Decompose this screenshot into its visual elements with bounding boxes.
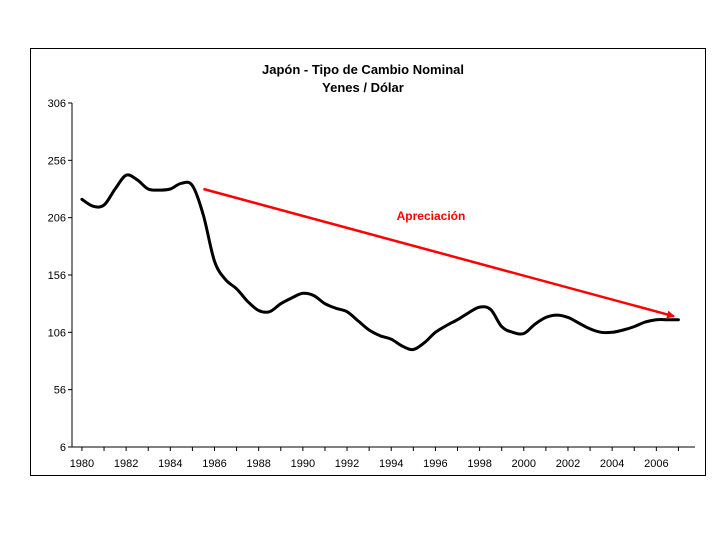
data-point [126, 175, 127, 176]
chart-svg: Japón - Tipo de Cambio Nominal Yenes / D… [48, 62, 695, 470]
data-point [468, 312, 469, 313]
y-tick-label: 306 [48, 98, 66, 110]
annotation-group: Apreciación [203, 187, 675, 319]
data-point [413, 349, 414, 350]
data-point [291, 297, 292, 298]
data-point [347, 311, 348, 312]
x-tick-label: 1980 [70, 458, 94, 470]
y-tick-label: 156 [48, 270, 66, 282]
data-point [225, 279, 226, 280]
appreciation-label: Apreciación [397, 209, 466, 223]
data-point [181, 183, 182, 184]
x-tick-label: 2000 [512, 458, 536, 470]
data-point [380, 335, 381, 336]
x-tick-label: 1998 [467, 458, 491, 470]
data-point [402, 346, 403, 347]
data-point [590, 328, 591, 329]
x-tick-label: 1982 [114, 458, 138, 470]
series-group [80, 173, 680, 352]
data-point [93, 206, 94, 207]
data-point [192, 185, 193, 186]
data-point [435, 332, 436, 333]
y-tick-label: 6 [60, 442, 66, 454]
data-point [612, 332, 613, 333]
appreciation-arrow [203, 187, 675, 319]
data-point [579, 323, 580, 324]
data-point [280, 303, 281, 304]
data-point [137, 179, 138, 180]
data-point [479, 307, 480, 308]
data-point [623, 330, 624, 331]
data-point [490, 309, 491, 310]
data-point [601, 332, 602, 333]
data-point [148, 189, 149, 190]
data-point [457, 319, 458, 320]
data-point [512, 332, 513, 333]
y-axis: 6 56 106 156 206 256 306 [48, 98, 73, 454]
data-point [236, 288, 237, 289]
x-tick-label: 2006 [644, 458, 668, 470]
chart-subtitle: Yenes / Dólar [322, 80, 404, 95]
x-tick-label: 1994 [379, 458, 403, 470]
data-point [115, 189, 116, 190]
y-tick-label: 106 [48, 327, 66, 339]
y-tick-label: 206 [48, 213, 66, 225]
data-point [313, 295, 314, 296]
data-point [203, 215, 204, 216]
data-point [302, 293, 303, 294]
data-point [336, 308, 337, 309]
data-point [391, 339, 392, 340]
chart-frame: Japón - Tipo de Cambio Nominal Yenes / D… [30, 48, 706, 476]
data-point [534, 324, 535, 325]
y-tick-label: 256 [48, 155, 66, 167]
x-tick-label: 2002 [556, 458, 580, 470]
data-point [81, 199, 82, 200]
chart-title: Japón - Tipo de Cambio Nominal [262, 62, 464, 77]
data-point [446, 325, 447, 326]
data-point [424, 342, 425, 343]
data-point [369, 330, 370, 331]
data-point [159, 190, 160, 191]
y-tick-label: 56 [54, 385, 66, 397]
data-point [656, 319, 657, 320]
x-tick-label: 1984 [158, 458, 182, 470]
data-point [358, 320, 359, 321]
data-point [501, 326, 502, 327]
x-tick-label: 1990 [291, 458, 315, 470]
data-point [214, 261, 215, 262]
data-point [269, 311, 270, 312]
x-tick-label: 1992 [335, 458, 359, 470]
data-point [634, 326, 635, 327]
data-point [568, 317, 569, 318]
series-line [80, 173, 680, 352]
data-point [667, 319, 668, 320]
data-point [556, 315, 557, 316]
x-axis: 1980 1982 1984 1986 1988 1990 1992 1994 1996 1998… [70, 446, 695, 470]
data-point [678, 319, 679, 320]
data-point [258, 310, 259, 311]
x-tick-label: 1986 [202, 458, 226, 470]
data-point [247, 301, 248, 302]
data-point [325, 303, 326, 304]
data-point [523, 333, 524, 334]
x-tick-label: 2004 [600, 458, 624, 470]
data-point [170, 189, 171, 190]
data-point [545, 317, 546, 318]
x-tick-label: 1988 [246, 458, 270, 470]
x-tick-label: 1996 [423, 458, 447, 470]
data-point [104, 205, 105, 206]
data-point [645, 322, 646, 323]
